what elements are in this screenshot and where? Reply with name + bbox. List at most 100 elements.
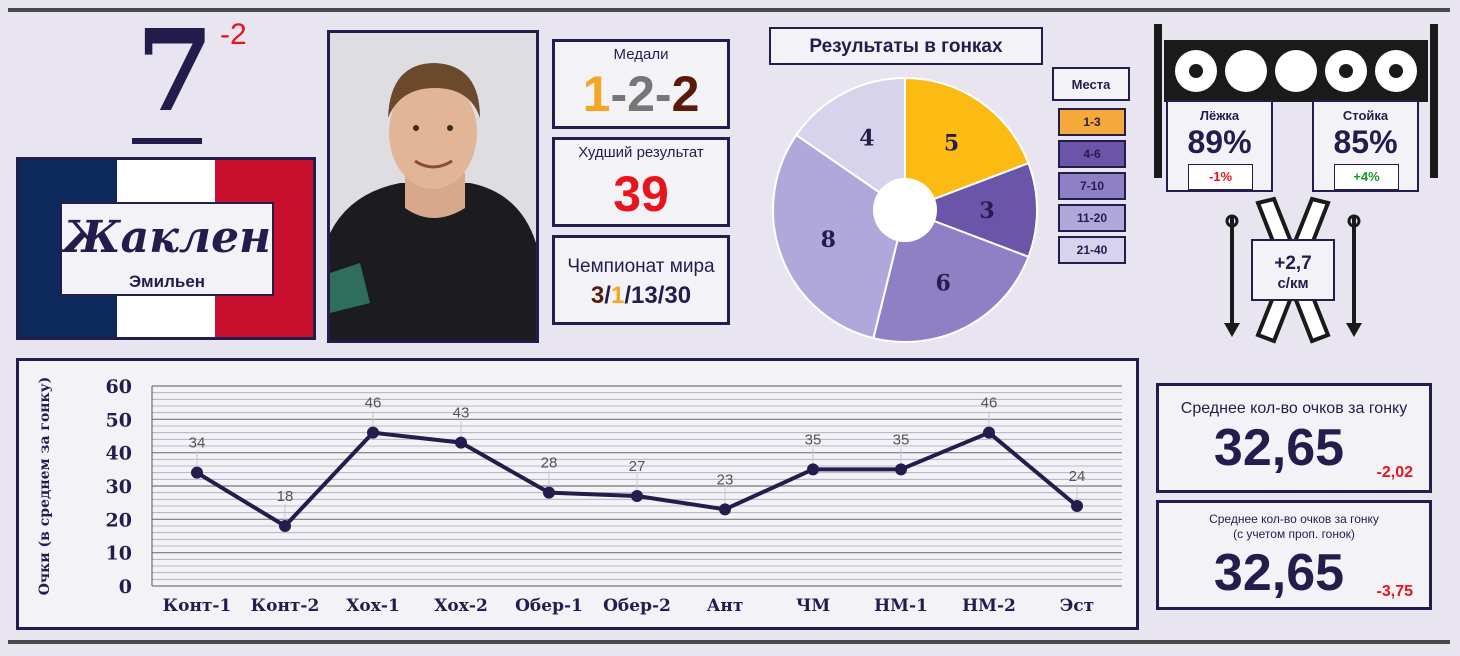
ski-speed-value: +2,7: [1274, 253, 1312, 274]
rank-change: -2: [220, 18, 247, 51]
worst-result-value: 39: [613, 166, 669, 222]
athlete-first-name: Эмильен: [128, 272, 206, 291]
legend-item: 11-20: [1058, 204, 1126, 232]
medals-gold: 1: [582, 66, 611, 122]
worst-result-label: Худший результат: [578, 144, 704, 161]
data-point: [719, 503, 731, 516]
data-label: 28: [541, 455, 558, 472]
x-tick-label: Обер-1: [515, 596, 583, 616]
data-point: [543, 486, 555, 499]
data-label: 24: [1069, 468, 1086, 485]
data-point: [807, 463, 819, 476]
average-points-value: 32,65: [1213, 419, 1345, 477]
legend-title-box: Места: [1052, 67, 1130, 101]
y-axis-label: Очки (в среднем за гонку): [37, 377, 53, 596]
worlds-place: 3: [590, 282, 605, 309]
legend-item: 4-6: [1058, 140, 1126, 168]
pie-value-label: 3: [979, 198, 994, 224]
results-title-box: Результаты в гонках: [769, 27, 1043, 65]
average-points-missed-value: 32,65: [1213, 544, 1345, 602]
y-tick-label: 60: [106, 376, 132, 398]
data-point: [367, 426, 379, 439]
pie-value-label: 8: [821, 227, 836, 253]
x-tick-label: Хох-2: [434, 596, 488, 616]
worlds-place: 13: [630, 282, 658, 309]
average-points-missed-note: (с учетом проп. гонок): [1233, 527, 1355, 541]
average-points-missed-label: Среднее кол-во очков за гонку: [1209, 512, 1379, 526]
legend-item: 7-10: [1058, 172, 1126, 200]
data-label: 27: [629, 458, 646, 475]
y-tick-label: 50: [106, 409, 132, 431]
standing-label: Стойка: [1342, 108, 1389, 123]
medals-silver: 2: [627, 66, 655, 122]
data-label: 46: [981, 395, 998, 412]
name-plate: Жаклен Эмильен: [60, 202, 274, 296]
rank-underline: [132, 138, 202, 144]
pie-slice-4-6: [902, 161, 1038, 259]
medals-label: Медали: [613, 46, 669, 63]
pie-value-label: 5: [944, 131, 959, 157]
pie-slice-11-20: [772, 133, 907, 340]
x-tick-label: НМ-1: [874, 596, 928, 616]
legend-title: Места: [1071, 77, 1111, 92]
worlds-place: 30: [664, 282, 692, 309]
prone-change: -1%: [1188, 164, 1253, 190]
prone-panel: Лёжка 89% -1%: [1166, 100, 1273, 192]
data-point: [279, 520, 291, 532]
athlete-photo: [327, 30, 539, 343]
medals-bronze: 2: [671, 66, 700, 122]
worst-result-panel: Худший результат 39: [552, 137, 730, 227]
prone-label: Лёжка: [1199, 108, 1240, 123]
world-championship-panel: Чемпионат мира 3/1/13/30: [552, 235, 730, 325]
x-tick-label: НМ-2: [962, 596, 1016, 616]
results-pie-chart: 5 3 6 8 4: [772, 76, 1038, 343]
worlds-separator: /: [657, 282, 665, 309]
pie-slice-7-10: [872, 208, 1030, 343]
points-line-chart-panel: 0 10 20 30 40 50 60 Очки (в среднем за гонку) 34…: [16, 358, 1139, 630]
legend-item: 1-3: [1058, 108, 1126, 136]
y-tick-label: 10: [106, 543, 132, 565]
x-tick-label: Конт-2: [251, 596, 320, 616]
data-point: [895, 463, 907, 476]
rank-value: 7: [136, 6, 214, 137]
standing-panel: Стойка 85% +4%: [1312, 100, 1419, 192]
standing-value: 85%: [1333, 124, 1398, 160]
prone-value: 89%: [1187, 124, 1252, 160]
data-point: [1071, 500, 1083, 512]
data-point: [983, 426, 995, 439]
bottom-divider: [8, 640, 1450, 644]
worlds-separator: /: [624, 282, 631, 309]
data-point: [631, 490, 643, 502]
data-label: 46: [365, 395, 382, 412]
data-point: [455, 436, 467, 449]
results-legend: 1-3 4-6 7-10 11-20 21-40: [1058, 108, 1126, 268]
ski-speed-panel: +2,7 с/км: [1251, 239, 1335, 301]
pie-value-label: 6: [935, 271, 950, 297]
average-points-panel: Среднее кол-во очков за гонку 32,65 -2,0…: [1156, 383, 1432, 493]
top-divider: [8, 8, 1450, 12]
medals-panel: Медали 1-2-2: [552, 39, 730, 129]
y-tick-label: 20: [106, 509, 132, 531]
points-line-chart: 0 10 20 30 40 50 60 Очки (в среднем за гонку) 34…: [37, 376, 1122, 616]
y-tick-label: 0: [119, 576, 132, 598]
average-points-missed-panel: Среднее кол-во очков за гонку (с учетом …: [1156, 500, 1432, 610]
x-tick-label: Конт-1: [163, 596, 232, 616]
pie-center-hole: [873, 178, 937, 242]
data-label: 34: [189, 435, 206, 452]
x-tick-label: Обер-2: [603, 596, 671, 616]
athlete-surname: Жаклен: [62, 212, 272, 263]
data-label: 43: [453, 405, 470, 422]
results-title: Результаты в гонках: [809, 36, 1003, 57]
pie-value-label: 4: [859, 125, 874, 151]
data-label: 23: [717, 471, 734, 488]
x-tick-label: Хох-1: [346, 596, 400, 616]
y-tick-label: 30: [106, 476, 132, 498]
x-tick-label: Ант: [707, 596, 744, 616]
worlds-place: 1: [610, 282, 625, 309]
x-tick-label: Эст: [1060, 596, 1094, 616]
medals-separator: -: [654, 66, 672, 122]
average-points-change: -2,02: [1376, 464, 1413, 481]
legend-item: 21-40: [1058, 236, 1126, 264]
shooting-target-icon: [1154, 24, 1438, 178]
ski-speed-unit: с/км: [1277, 275, 1309, 292]
